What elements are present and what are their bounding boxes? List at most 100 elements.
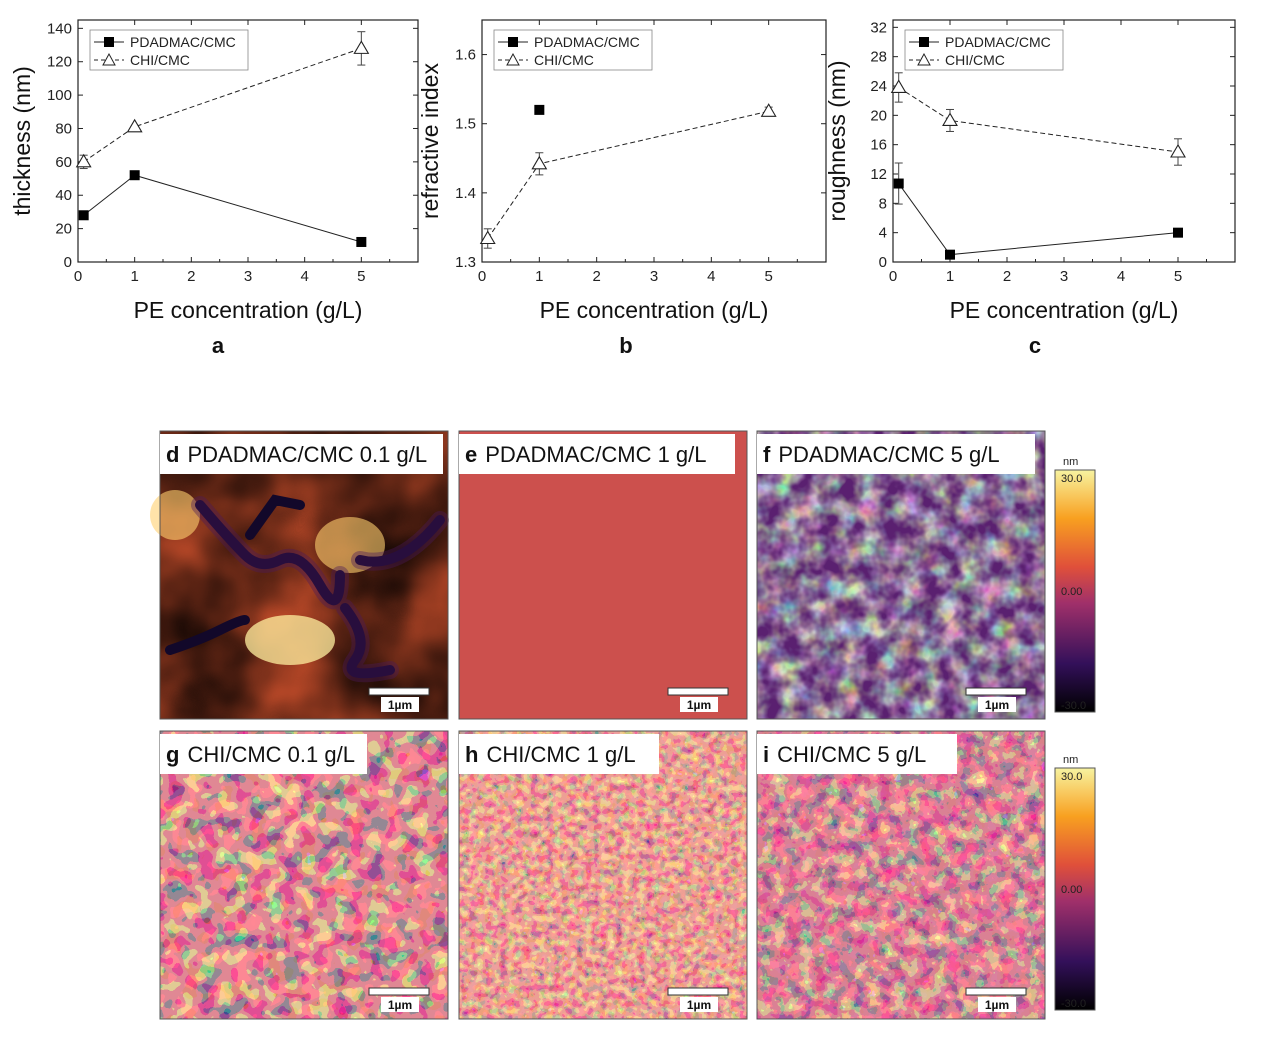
- x-tick-label: 2: [1003, 268, 1011, 285]
- x-axis-label: PE concentration (g/L): [134, 297, 363, 323]
- scale-bar-h: 1µm: [667, 987, 729, 1012]
- legend-label: CHI/CMC: [534, 52, 594, 68]
- colorbar-mid: 0.00: [1061, 884, 1082, 896]
- y-tick-label: 1.6: [455, 47, 476, 64]
- y-tick-label: 28: [870, 49, 887, 66]
- afm-image-g: [159, 730, 449, 1020]
- data-point: [760, 103, 777, 117]
- legend-marker: [104, 37, 114, 47]
- series-line: [487, 110, 769, 239]
- series-line: [83, 47, 362, 163]
- x-tick-label: 1: [535, 268, 543, 285]
- legend-marker: [919, 37, 929, 47]
- x-tick-label: 0: [74, 268, 82, 285]
- afm-letter: g: [166, 742, 179, 767]
- x-tick-label: 1: [130, 268, 138, 285]
- afm-image-d: [150, 430, 449, 720]
- afm-image-i: [756, 730, 1046, 1020]
- afm-image-e: [458, 430, 748, 720]
- legend-box: [904, 29, 1064, 71]
- data-point: [534, 104, 545, 115]
- y-tick-label: 4: [879, 225, 887, 242]
- afm-title: CHI/CMC 5 g/L: [777, 742, 926, 767]
- x-tick-label: 0: [889, 268, 897, 285]
- y-tick-label: 12: [870, 166, 887, 183]
- afm-image-f: [756, 430, 1046, 720]
- x-tick-label: 2: [592, 268, 600, 285]
- y-tick-label: 120: [47, 54, 72, 71]
- colorbar-unit: nm: [1063, 754, 1078, 766]
- legend-label: CHI/CMC: [130, 52, 190, 68]
- scale-bar-g: 1µm: [368, 987, 430, 1012]
- afm-title: PDADMAC/CMC 1 g/L: [485, 442, 706, 467]
- afm-title: CHI/CMC 0.1 g/L: [187, 742, 355, 767]
- legend: PDADMAC/CMC CHI/CMC: [89, 29, 249, 71]
- x-tick-label: 5: [1174, 268, 1182, 285]
- afm-label-i: i CHI/CMC 5 g/L: [757, 734, 957, 774]
- afm-letter: d: [166, 442, 179, 467]
- y-tick-label: 1.5: [455, 116, 476, 133]
- afm-images: d PDADMAC/CMC 0.1 g/L e PDADMAC/CMC 1 g/L …: [150, 430, 1096, 1020]
- colorbar-top: nm 30.0 0.00 -30.0: [1054, 456, 1096, 713]
- scale-bar-i: 1µm: [965, 987, 1027, 1012]
- panel-letter: c: [1029, 333, 1041, 358]
- data-point: [353, 40, 370, 54]
- chart-a: 0 1 2 3 4 5 0 20 40 60 80 100 120 140 PE concentration…: [9, 19, 419, 358]
- scale-bar-label: 1µm: [388, 998, 412, 1012]
- legend-box: [493, 29, 653, 71]
- x-tick-label: 0: [478, 268, 486, 285]
- legend: PDADMAC/CMC CHI/CMC: [904, 29, 1064, 71]
- x-axis-label: PE concentration (g/L): [950, 297, 1179, 323]
- data-point: [356, 236, 367, 247]
- scale-bar-label: 1µm: [388, 698, 412, 712]
- x-tick-label: 5: [764, 268, 772, 285]
- legend-marker: [506, 52, 520, 66]
- afm-label-d: d PDADMAC/CMC 0.1 g/L: [160, 434, 443, 474]
- colorbar-bottom: nm 30.0 0.00 -30.0: [1054, 754, 1096, 1011]
- afm-letter: f: [763, 442, 771, 467]
- afm-label-h: h CHI/CMC 1 g/L: [459, 734, 659, 774]
- y-tick-label: 100: [47, 87, 72, 104]
- data-point: [942, 112, 958, 127]
- x-tick-label: 3: [1060, 268, 1068, 285]
- legend: PDADMAC/CMC CHI/CMC: [493, 29, 653, 71]
- legend-label: PDADMAC/CMC: [130, 34, 236, 50]
- series-CHI/CMC: [479, 103, 777, 249]
- chart-b: 0 1 2 3 4 5 1.3 1.4 1.5 1.6 PE concentration (g/L)…: [417, 19, 827, 358]
- series-PDADMAC/CMC: [534, 104, 545, 115]
- data-point: [75, 153, 92, 168]
- legend-marker: [102, 52, 116, 66]
- afm-label-g: g CHI/CMC 0.1 g/L: [160, 734, 367, 774]
- scale-bar-e: 1µm: [667, 687, 729, 712]
- y-tick-label: 0: [879, 254, 887, 271]
- y-tick-label: 0: [64, 254, 72, 271]
- scale-bar-label: 1µm: [687, 998, 711, 1012]
- data-point: [893, 178, 904, 189]
- afm-letter: i: [763, 742, 769, 767]
- afm-title: PDADMAC/CMC 5 g/L: [778, 442, 999, 467]
- x-tick-label: 4: [707, 268, 715, 285]
- y-tick-label: 1.4: [455, 185, 476, 202]
- x-tick-label: 4: [1117, 268, 1125, 285]
- series-PDADMAC/CMC: [78, 170, 367, 247]
- x-tick-label: 3: [244, 268, 252, 285]
- y-axis-label: thickness (nm): [9, 66, 35, 216]
- scale-bar-label: 1µm: [687, 698, 711, 712]
- panel-letter: a: [212, 333, 225, 358]
- colorbar-max: 30.0: [1061, 771, 1082, 783]
- colorbar-mid: 0.00: [1061, 586, 1082, 598]
- series-line: [83, 174, 362, 243]
- y-axis-label: refractive index: [417, 63, 443, 219]
- y-tick-label: 24: [870, 78, 887, 95]
- data-point: [1173, 227, 1183, 238]
- afm-label-f: f PDADMAC/CMC 5 g/L: [757, 434, 1035, 474]
- y-tick-label: 20: [55, 221, 72, 238]
- data-point: [890, 79, 907, 94]
- series-CHI/CMC: [75, 31, 370, 170]
- y-axis-label: roughness (nm): [824, 60, 850, 221]
- legend-label: CHI/CMC: [945, 52, 1005, 68]
- x-tick-label: 5: [357, 268, 365, 285]
- colorbar-min: -30.0: [1061, 998, 1086, 1010]
